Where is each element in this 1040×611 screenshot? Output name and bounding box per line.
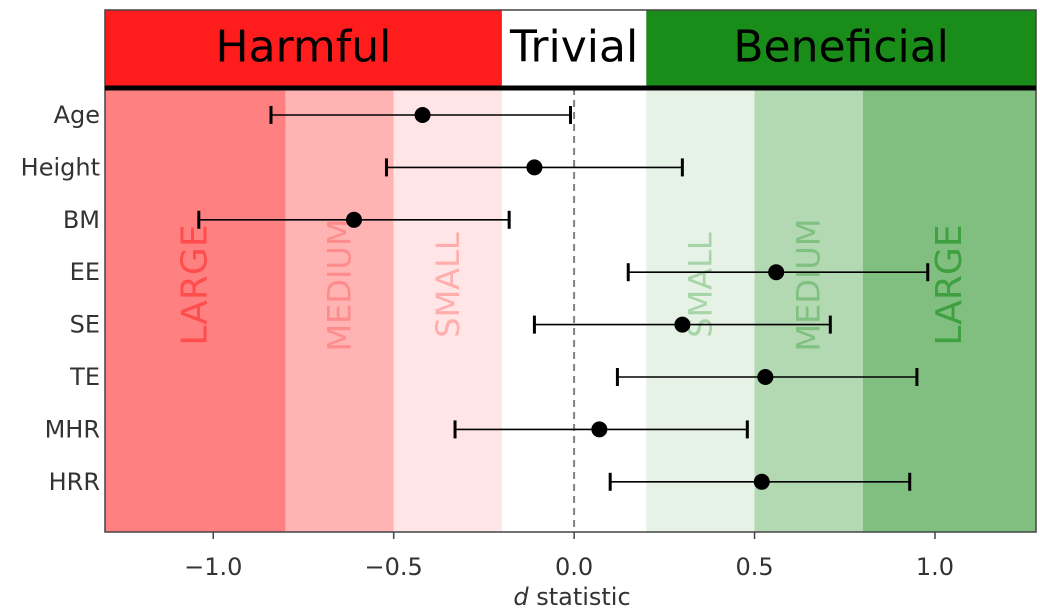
point-height bbox=[526, 159, 543, 176]
header-beneficial-label: Beneficial bbox=[733, 22, 949, 73]
zone-bands bbox=[105, 88, 1036, 532]
zone-band-1 bbox=[285, 88, 394, 532]
header-harmful-band bbox=[105, 10, 502, 88]
zone-label-large-5: LARGE bbox=[929, 224, 970, 345]
x-tick-label-3: 0.5 bbox=[735, 553, 773, 581]
zone-label-large-0: LARGE bbox=[175, 224, 216, 345]
x-tick-label-2: 0.0 bbox=[555, 553, 593, 581]
zone-band-2 bbox=[393, 88, 502, 532]
x-axis-ticks: −1.0 −0.5 0.0 0.5 1.0 bbox=[184, 532, 954, 581]
x-tick-label-0: −1.0 bbox=[184, 553, 242, 581]
y-axis-labels: Age Height BM EE SE TE MHR HRR bbox=[21, 101, 100, 496]
y-label-se: SE bbox=[70, 311, 100, 339]
x-tick-label-4: 1.0 bbox=[916, 553, 954, 581]
header-bar: Harmful Trivial Beneficial bbox=[105, 10, 1036, 88]
header-trivial-band bbox=[501, 10, 647, 88]
y-label-mhr: MHR bbox=[45, 415, 100, 443]
y-label-hrr: HRR bbox=[49, 468, 100, 496]
y-label-te: TE bbox=[69, 363, 100, 391]
plot-frame bbox=[104, 9, 1037, 533]
point-mhr bbox=[591, 421, 608, 438]
effect-points bbox=[345, 107, 785, 490]
header-trivial-label: Trivial bbox=[509, 22, 638, 73]
zone-band-4 bbox=[754, 88, 863, 532]
point-age bbox=[414, 107, 431, 123]
point-bm bbox=[345, 211, 362, 228]
point-te bbox=[757, 369, 774, 385]
zone-band-5 bbox=[862, 88, 1036, 532]
point-ee bbox=[768, 264, 785, 281]
zone-labels: LARGE MEDIUM SMALL SMALL MEDIUM LARGE bbox=[175, 219, 970, 352]
point-se bbox=[674, 316, 691, 333]
zone-label-medium-1: MEDIUM bbox=[321, 219, 359, 352]
point-hrr bbox=[753, 473, 770, 490]
x-axis-label: d statistic bbox=[513, 583, 630, 611]
x-axis-label-rest: statistic bbox=[529, 583, 631, 611]
y-label-ee: EE bbox=[70, 258, 100, 286]
x-axis-label-italic: d bbox=[513, 583, 529, 611]
x-tick-label-1: −0.5 bbox=[365, 553, 423, 581]
y-label-age: Age bbox=[54, 101, 100, 129]
zone-band-3 bbox=[646, 88, 755, 532]
header-beneficial-band bbox=[646, 10, 1036, 88]
y-label-height: Height bbox=[21, 153, 100, 181]
y-label-bm: BM bbox=[63, 206, 100, 234]
header-harmful-label: Harmful bbox=[216, 22, 392, 73]
zone-band-0 bbox=[105, 88, 286, 532]
zone-label-medium-4: MEDIUM bbox=[790, 219, 828, 352]
zone-label-small-2: SMALL bbox=[429, 232, 467, 338]
